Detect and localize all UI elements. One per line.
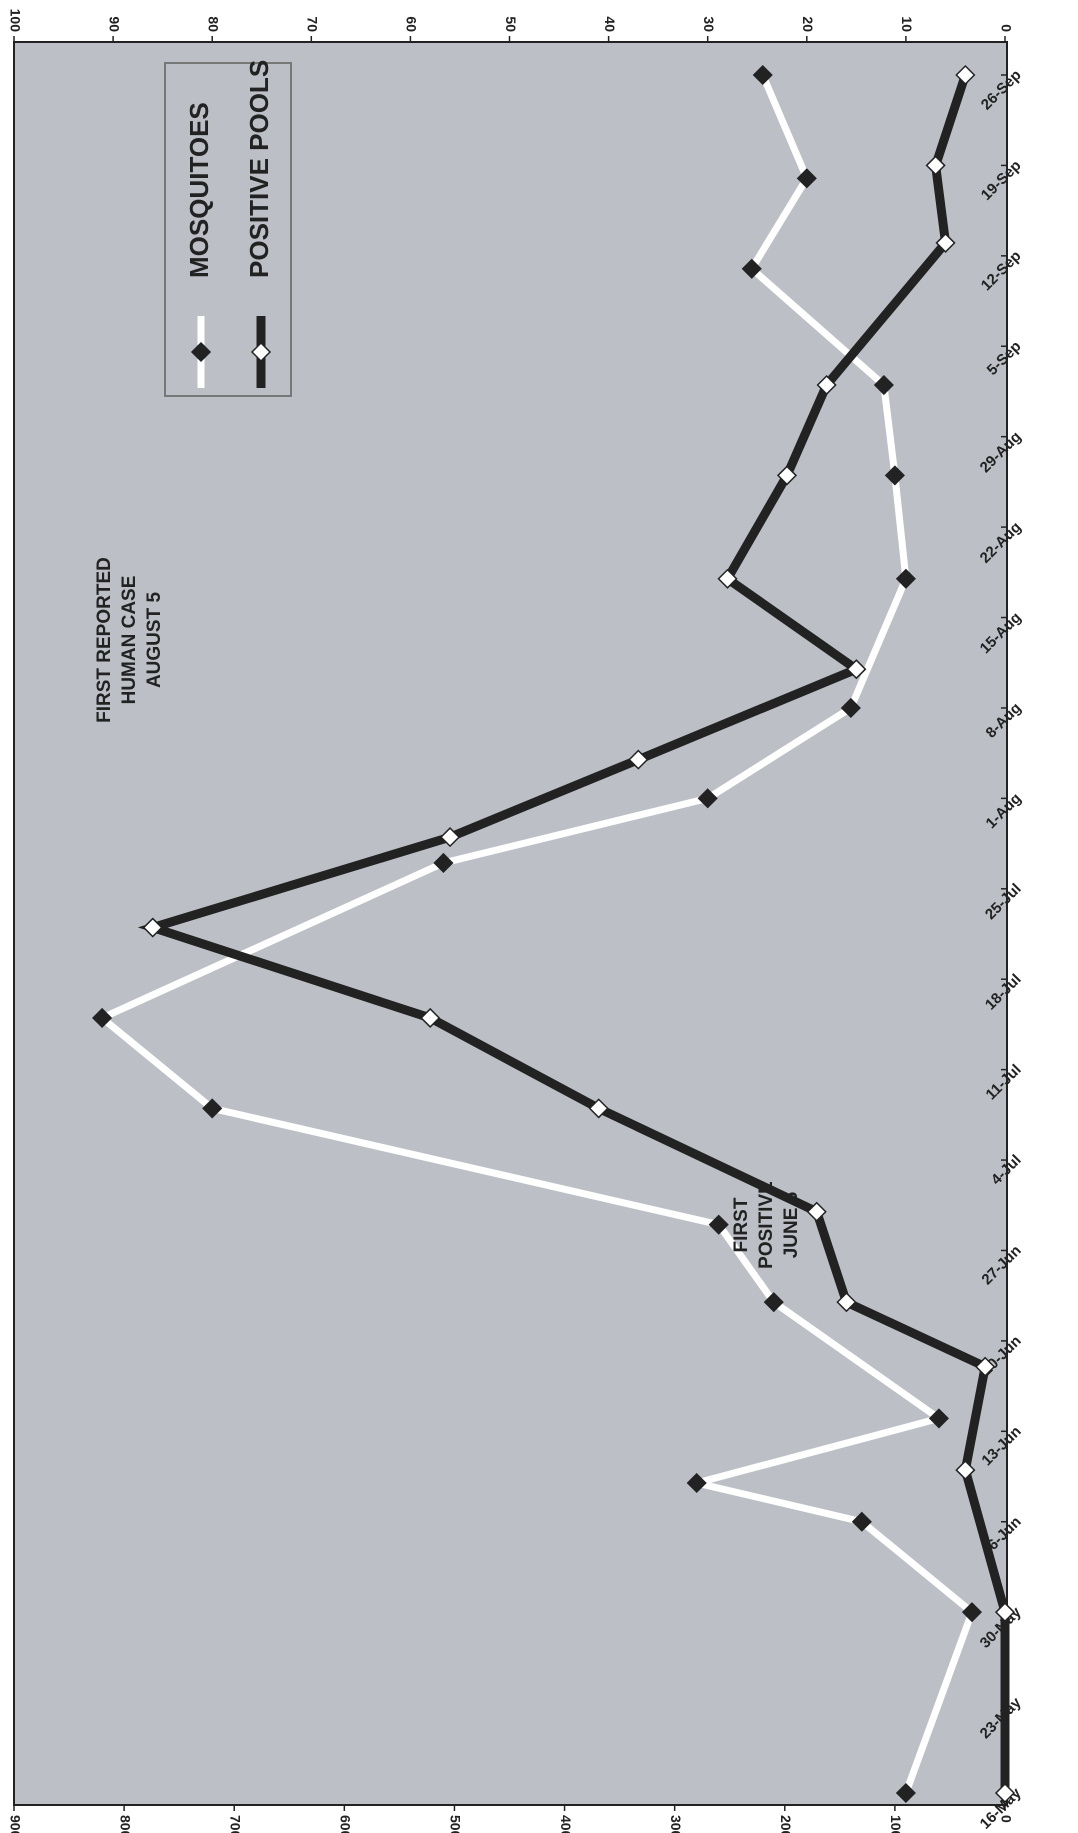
legend-label: POSITIVE POOLS xyxy=(244,60,274,278)
y-left-tick-label: 5000 xyxy=(448,1815,464,1833)
legend-marker xyxy=(190,341,212,363)
data-point-marker xyxy=(717,568,738,589)
data-point-marker xyxy=(975,1356,996,1377)
data-point-marker xyxy=(840,697,861,719)
data-point-marker xyxy=(628,749,649,770)
data-point-marker xyxy=(697,788,718,809)
data-point-marker xyxy=(955,64,976,86)
y-right-tick-label: 90 xyxy=(106,16,122,32)
data-point-marker xyxy=(851,1511,872,1532)
data-point-marker xyxy=(142,917,163,938)
y-right-tick-label: 0 xyxy=(998,24,1014,32)
y-left-tick-label: 7000 xyxy=(228,1815,244,1833)
y-left-tick-label: 2000 xyxy=(778,1815,794,1833)
annotation-text: JUNE 6 xyxy=(781,1192,802,1259)
y-left-tick-label: 1000 xyxy=(888,1815,904,1833)
data-point-marker xyxy=(961,1602,983,1623)
data-point-marker xyxy=(994,1782,1016,1804)
data-point-marker xyxy=(588,1098,609,1119)
annotation-text: FIRST REPORTED xyxy=(94,557,115,723)
annotation-text: POSITIVE xyxy=(756,1181,777,1269)
data-point-marker xyxy=(895,568,916,589)
y-left-tick-label: 9000 xyxy=(7,1815,23,1833)
legend-box xyxy=(164,62,292,397)
y-right-tick-label: 60 xyxy=(404,16,420,32)
data-point-marker xyxy=(884,465,905,486)
positive-pools-line xyxy=(137,73,1010,1793)
data-point-marker xyxy=(895,1782,916,1804)
data-point-marker xyxy=(925,155,946,176)
y-right-tick-label: 20 xyxy=(800,16,816,32)
y-right-tick-label: 40 xyxy=(602,16,618,32)
data-point-marker xyxy=(741,258,762,279)
data-point-marker xyxy=(796,168,817,189)
data-point-marker xyxy=(816,374,837,396)
y-right-tick-label: 30 xyxy=(701,16,717,32)
y-left-tick-label: 0 xyxy=(998,1815,1014,1823)
data-point-marker xyxy=(439,827,461,848)
legend-label: MOSQUITOES xyxy=(184,102,214,278)
data-point-marker xyxy=(873,374,894,396)
legend-marker xyxy=(250,341,272,363)
y-left-tick-label: 4000 xyxy=(558,1815,574,1833)
y-right-tick-label: 70 xyxy=(305,16,321,32)
annotation-text: FIRST xyxy=(731,1197,752,1252)
y-right-tick-label: 50 xyxy=(503,16,519,32)
data-point-marker xyxy=(955,1460,976,1481)
y-left-tick-label: 8000 xyxy=(117,1815,133,1833)
data-point-marker xyxy=(92,1007,113,1029)
data-point-marker xyxy=(935,232,956,253)
data-point-marker xyxy=(776,465,798,486)
data-point-marker xyxy=(806,1201,827,1222)
annotation-text: HUMAN CASE xyxy=(119,576,140,705)
data-point-marker xyxy=(420,1007,441,1029)
y-left-tick-label: 6000 xyxy=(338,1815,354,1833)
data-point-marker xyxy=(846,659,867,680)
y-left-tick-label: 3000 xyxy=(668,1815,684,1833)
annotation-text: AUGUST 5 xyxy=(144,592,165,689)
data-point-marker xyxy=(836,1292,857,1313)
mosquitoes-line xyxy=(95,73,977,1795)
y-right-tick-label: 80 xyxy=(205,16,221,32)
data-point-marker xyxy=(763,1292,784,1313)
data-point-marker xyxy=(752,64,773,86)
data-point-marker xyxy=(433,852,454,874)
data-point-marker xyxy=(686,1472,707,1494)
legend: MOSQUITOES POSITIVE POOLS xyxy=(164,60,292,397)
data-point-marker xyxy=(708,1214,729,1235)
data-point-marker xyxy=(202,1098,223,1119)
y-right-tick-label: 100 xyxy=(7,9,23,33)
data-point-marker xyxy=(994,1602,1016,1623)
data-point-marker xyxy=(928,1408,949,1429)
y-right-tick-label: 10 xyxy=(899,16,915,32)
